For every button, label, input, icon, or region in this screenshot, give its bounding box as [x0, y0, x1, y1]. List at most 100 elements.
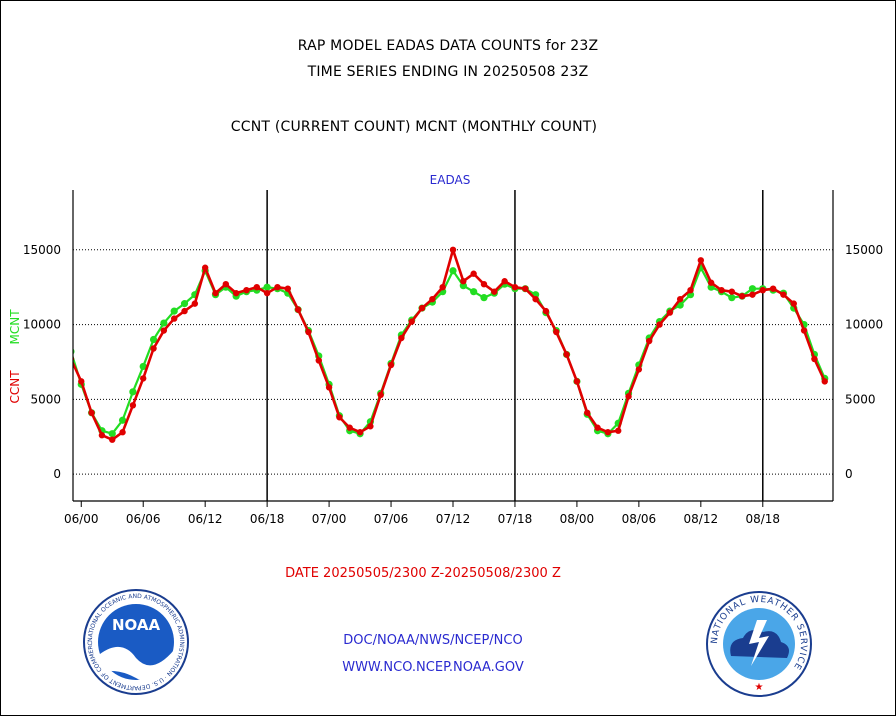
data-point-ccnt	[212, 289, 219, 297]
data-point-ccnt	[769, 285, 777, 292]
data-point-mcnt	[728, 294, 736, 302]
data-point-ccnt	[408, 318, 415, 325]
data-point-ccnt	[790, 300, 797, 307]
data-point-ccnt	[594, 424, 601, 431]
x-tick-label: 08/12	[684, 512, 719, 526]
data-point-ccnt	[666, 309, 674, 316]
data-point-ccnt	[460, 278, 467, 285]
data-point-ccnt	[645, 337, 653, 345]
y-tick-label-right: 10000	[845, 318, 883, 332]
noaa-logo: NATIONAL OCEANIC AND ATMOSPHERIC ADMINIS…	[82, 588, 189, 695]
data-point-ccnt	[315, 357, 322, 364]
data-point-ccnt	[150, 345, 157, 352]
data-point-mcnt	[480, 294, 488, 302]
series-ccnt	[73, 246, 828, 443]
x-tick-label: 06/18	[250, 512, 285, 526]
data-point-ccnt	[78, 378, 85, 385]
website-link[interactable]: WWW.NCO.NCEP.NOAA.GOV	[342, 660, 524, 675]
data-point-ccnt	[615, 427, 622, 434]
nws-logo: ★ NATIONAL WEATHER SERVICE	[706, 591, 812, 697]
data-point-ccnt	[336, 414, 343, 421]
data-point-ccnt	[88, 409, 95, 416]
data-point-mcnt	[108, 430, 116, 438]
data-point-ccnt	[140, 375, 147, 382]
x-tick-label: 06/12	[188, 512, 223, 526]
data-point-ccnt	[387, 361, 395, 369]
chart-title-line2: TIME SERIES ENDING IN 20250508 23Z	[307, 64, 589, 80]
data-point-ccnt	[625, 393, 632, 400]
data-point-ccnt	[718, 286, 725, 294]
y-tick-label-right: 0	[845, 467, 853, 481]
data-point-ccnt	[676, 295, 684, 303]
data-point-ccnt	[201, 264, 209, 271]
data-point-ccnt	[449, 246, 457, 254]
data-point-ccnt	[191, 300, 199, 307]
data-point-mcnt	[449, 267, 457, 275]
data-point-mcnt	[149, 335, 158, 344]
org-path: DOC/NOAA/NWS/NCEP/NCO	[343, 633, 523, 648]
data-point-ccnt	[429, 295, 436, 303]
data-point-ccnt	[263, 289, 271, 297]
y-axis-label-ccnt: CCNT	[8, 370, 22, 404]
series-layer	[73, 246, 829, 443]
data-point-ccnt	[377, 391, 384, 399]
x-tick-label: 07/12	[436, 512, 471, 526]
data-point-ccnt	[749, 291, 756, 298]
data-point-ccnt	[635, 366, 643, 373]
data-point-ccnt	[522, 285, 529, 292]
data-point-ccnt	[356, 429, 364, 436]
data-point-ccnt	[294, 306, 302, 313]
data-point-ccnt	[181, 307, 188, 315]
data-point-ccnt	[367, 423, 374, 430]
data-point-ccnt	[346, 424, 353, 431]
data-point-ccnt	[542, 307, 550, 315]
data-point-ccnt	[109, 436, 116, 443]
x-tick-label: 07/18	[498, 512, 533, 526]
data-point-ccnt	[573, 378, 581, 385]
data-point-ccnt	[553, 328, 560, 336]
data-point-ccnt	[98, 432, 106, 439]
series-line-mcnt	[73, 266, 826, 435]
data-point-ccnt	[501, 278, 508, 285]
data-point-mcnt	[263, 283, 271, 291]
data-point-ccnt	[759, 286, 766, 294]
data-point-ccnt	[707, 279, 715, 286]
y-tick-label-left: 0	[53, 467, 61, 481]
x-tick-label: 07/06	[374, 512, 409, 526]
data-point-ccnt	[129, 402, 137, 409]
y-axis-label-mcnt: MCNT	[8, 309, 22, 345]
date-range: DATE 20250505/2300 Z-20250508/2300 Z	[285, 566, 561, 581]
data-point-ccnt	[305, 328, 312, 336]
data-point-ccnt	[418, 304, 426, 312]
data-point-ccnt	[656, 321, 663, 328]
data-point-mcnt	[470, 288, 478, 296]
data-point-ccnt	[811, 355, 818, 363]
eadas-chart: EADAS 0 0 5000 5000 10000 10000 15000 15000 06/0…	[8, 173, 883, 526]
data-point-ccnt	[284, 285, 291, 292]
data-point-ccnt	[439, 283, 446, 291]
data-point-ccnt	[480, 280, 488, 288]
data-point-ccnt	[511, 283, 519, 291]
y-tick-label-left: 15000	[23, 243, 61, 257]
star-icon: ★	[755, 682, 764, 693]
y-tick-label-right: 15000	[845, 243, 883, 257]
data-point-ccnt	[232, 289, 240, 297]
data-point-ccnt	[800, 327, 808, 334]
data-point-ccnt	[697, 257, 705, 264]
data-point-mcnt	[139, 362, 147, 371]
data-point-ccnt	[491, 288, 498, 295]
data-point-ccnt	[325, 384, 333, 391]
data-point-ccnt	[821, 378, 828, 385]
data-point-ccnt	[274, 283, 281, 291]
data-point-mcnt	[170, 307, 178, 315]
data-point-ccnt	[243, 286, 250, 294]
grid-layer	[73, 190, 833, 501]
data-point-ccnt	[160, 327, 168, 334]
noaa-logo-text: NOAA	[112, 616, 161, 634]
x-tick-label: 07/00	[312, 512, 347, 526]
data-point-mcnt	[129, 388, 137, 396]
data-point-mcnt	[180, 300, 189, 308]
data-point-ccnt	[253, 283, 261, 291]
data-point-ccnt	[563, 351, 570, 358]
data-point-ccnt	[470, 270, 477, 277]
